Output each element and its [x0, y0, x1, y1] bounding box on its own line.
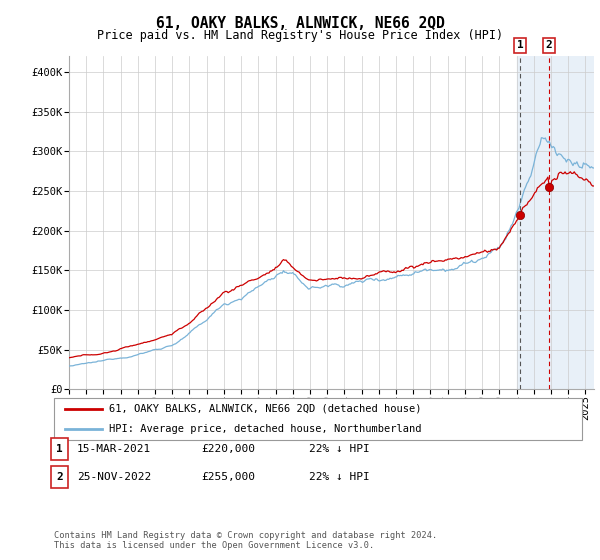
Text: 22% ↓ HPI: 22% ↓ HPI	[309, 472, 370, 482]
Text: £220,000: £220,000	[201, 444, 255, 454]
Text: 61, OAKY BALKS, ALNWICK, NE66 2QD: 61, OAKY BALKS, ALNWICK, NE66 2QD	[155, 16, 445, 31]
Text: 25-NOV-2022: 25-NOV-2022	[77, 472, 151, 482]
Text: 1: 1	[517, 40, 523, 50]
Text: Contains HM Land Registry data © Crown copyright and database right 2024.
This d: Contains HM Land Registry data © Crown c…	[54, 530, 437, 550]
Text: Price paid vs. HM Land Registry's House Price Index (HPI): Price paid vs. HM Land Registry's House …	[97, 29, 503, 42]
Text: 1: 1	[56, 444, 63, 454]
Text: HPI: Average price, detached house, Northumberland: HPI: Average price, detached house, Nort…	[109, 424, 422, 434]
Text: 2: 2	[546, 40, 553, 50]
Bar	[517, 56, 594, 389]
Text: 22% ↓ HPI: 22% ↓ HPI	[309, 444, 370, 454]
Text: £255,000: £255,000	[201, 472, 255, 482]
Text: 15-MAR-2021: 15-MAR-2021	[77, 444, 151, 454]
Text: 2: 2	[56, 472, 63, 482]
Text: 61, OAKY BALKS, ALNWICK, NE66 2QD (detached house): 61, OAKY BALKS, ALNWICK, NE66 2QD (detac…	[109, 404, 422, 414]
